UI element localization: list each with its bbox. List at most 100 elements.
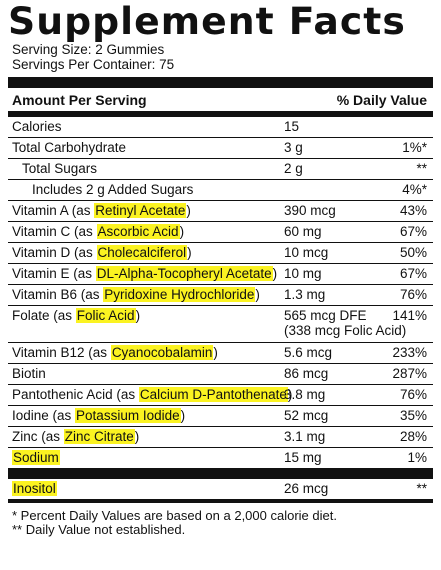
nutrient-label: Iodine (as [12, 408, 76, 423]
footnotes: * Percent Daily Values are based on a 2,… [12, 509, 433, 537]
nutrient-name: Vitamin E (as DL-Alpha-Tocopheryl Acetat… [12, 266, 277, 281]
nutrient-label-suffix: ) [287, 387, 293, 402]
nutrient-name: Inositol [12, 481, 57, 496]
nutrient-source-highlight: Folic Acid [75, 308, 136, 323]
nutrient-row: Folate (as Folic Acid) 565 mcg DFE (338 mc… [8, 306, 433, 343]
nutrient-name: Folate (as Folic Acid) [12, 308, 140, 323]
daily-value-percent: 76% [399, 387, 427, 402]
nutrient-source-highlight: Inositol [12, 481, 57, 496]
daily-value-header: % Daily Value [336, 91, 427, 108]
amount-value: 60 mg [284, 224, 322, 239]
amount-value: 52 mcg [284, 408, 329, 423]
nutrient-table: Calories 15 Total Carbohydrate 3 g 1%* Total … [8, 117, 433, 503]
nutrient-amount: 10 mcg [284, 245, 328, 260]
amount-value: 3 g [284, 140, 303, 155]
nutrient-source-highlight: Calcium D-Pantothenate [138, 387, 288, 402]
nutrient-amount: 15 mg [284, 450, 322, 465]
nutrient-label: Includes 2 g Added Sugars [32, 182, 194, 197]
nutrient-amount: 2 g [284, 161, 303, 176]
amount-value: 86 mcg [284, 366, 329, 381]
nutrient-label: Vitamin B12 (as [12, 345, 111, 360]
daily-value-percent: 50% [399, 245, 427, 260]
nutrient-label-suffix: ) [186, 203, 191, 218]
nutrient-label-suffix: ) [179, 224, 185, 239]
nutrient-row: Total Carbohydrate 3 g 1%* [8, 138, 433, 159]
nutrient-name: Calories [12, 119, 62, 134]
nutrient-name: Vitamin C (as Ascorbic Acid) [12, 224, 184, 239]
nutrient-row: Vitamin D (as Cholecalciferol) 10 mcg 50% [8, 243, 433, 264]
nutrient-row: Vitamin B6 (as Pyridoxine Hydrochloride)… [8, 285, 433, 306]
nutrient-label: Vitamin B6 (as [12, 287, 104, 302]
daily-value-percent: 43% [399, 203, 427, 218]
nutrient-name: Total Sugars [22, 161, 97, 176]
nutrient-label-suffix: ) [134, 429, 140, 444]
nutrient-label: Zinc (as [12, 429, 64, 444]
nutrient-label: Vitamin D (as [12, 245, 97, 260]
nutrient-label: Vitamin C (as [12, 224, 97, 239]
nutrient-amount: 15 [284, 119, 299, 134]
nutrient-amount: 52 mcg [284, 408, 328, 423]
table-header: Amount Per Serving % Daily Value [8, 88, 433, 117]
nutrient-source-highlight: Cyanocobalamin [110, 345, 214, 360]
nutrient-name: Biotin [12, 366, 46, 381]
nutrient-row: Total Sugars 2 g ** [8, 159, 433, 180]
nutrient-name: Vitamin D (as Cholecalciferol) [12, 245, 192, 260]
nutrient-row: Biotin 86 mcg 287% [8, 364, 433, 385]
amount-value: 1.3 mg [284, 287, 326, 302]
nutrient-row: Iodine (as Potassium Iodide) 52 mcg 35% [8, 406, 433, 427]
nutrient-source-highlight: Sodium [12, 450, 60, 465]
nutrient-name: Includes 2 g Added Sugars [32, 182, 193, 197]
nutrient-name: Sodium [12, 450, 60, 465]
footnote: ** Daily Value not established. [12, 522, 186, 537]
nutrient-row: Pantothenic Acid (as Calcium D-Pantothen… [8, 385, 433, 406]
nutrient-label: Pantothenic Acid (as [12, 387, 139, 402]
amount-value: 2 g [284, 161, 303, 176]
daily-value-percent: 28% [399, 429, 427, 444]
serving-size: Serving Size: 2 Gummies [12, 42, 165, 57]
thick-divider [8, 77, 433, 88]
amount-value: 390 mcg [284, 203, 336, 218]
nutrient-label: Vitamin A (as [12, 203, 95, 218]
nutrient-row: Vitamin E (as DL-Alpha-Tocopheryl Acetat… [8, 264, 433, 285]
daily-value-percent: 233% [392, 345, 427, 360]
panel-title: Supplement Facts [8, 0, 406, 43]
amount-value: 5.6 mcg [284, 345, 333, 360]
nutrient-label: Calories [12, 119, 62, 134]
daily-value-percent: ** [416, 481, 427, 496]
nutrient-name: Vitamin A (as Retinyl Acetate) [12, 203, 191, 218]
amount-detail: (338 mcg Folic Acid) [284, 323, 407, 338]
nutrient-label: Vitamin E (as [12, 266, 96, 281]
daily-value-percent: 67% [399, 224, 427, 239]
nutrient-row: Inositol 26 mcg ** [8, 479, 433, 503]
nutrient-label: Biotin [12, 366, 46, 381]
nutrient-name: Iodine (as Potassium Iodide) [12, 408, 185, 423]
daily-value-percent: 1% [407, 450, 427, 465]
nutrient-name: Pantothenic Acid (as Calcium D-Pantothen… [12, 387, 292, 402]
amount-value: 3.8 mg [284, 387, 326, 402]
daily-value-percent: 1%* [402, 140, 427, 155]
nutrient-label-suffix: ) [255, 287, 260, 302]
nutrient-label-suffix: ) [187, 245, 192, 260]
daily-value-percent: 287% [392, 366, 427, 381]
daily-value-percent: 67% [399, 266, 427, 281]
amount-value: 15 mg [284, 450, 322, 465]
nutrient-name: Vitamin B12 (as Cyanocobalamin) [12, 345, 218, 360]
amount-value: 565 mcg DFE [284, 308, 367, 323]
nutrient-amount: 60 mg [284, 224, 322, 239]
amount-value: 10 mcg [284, 245, 329, 260]
daily-value-percent: 35% [399, 408, 427, 423]
daily-value-percent: 76% [399, 287, 427, 302]
nutrient-label: Total Carbohydrate [12, 140, 127, 155]
amount-per-serving-header: Amount Per Serving [12, 91, 147, 108]
nutrient-label-suffix: ) [180, 408, 186, 423]
nutrient-row: Sodium 15 mg 1% [8, 448, 433, 479]
nutrient-amount: 3.1 mg [284, 429, 325, 444]
nutrient-label-suffix: ) [135, 308, 141, 323]
nutrient-label-suffix: ) [272, 266, 278, 281]
nutrient-row: Includes 2 g Added Sugars 4%* [8, 180, 433, 201]
nutrient-amount: 390 mcg [284, 203, 336, 218]
nutrient-source-highlight: DL-Alpha-Tocopheryl Acetate [95, 266, 273, 281]
amount-value: 3.1 mg [284, 429, 326, 444]
nutrient-source-highlight: Cholecalciferol [96, 245, 188, 260]
nutrient-amount: 3.8 mg [284, 387, 325, 402]
